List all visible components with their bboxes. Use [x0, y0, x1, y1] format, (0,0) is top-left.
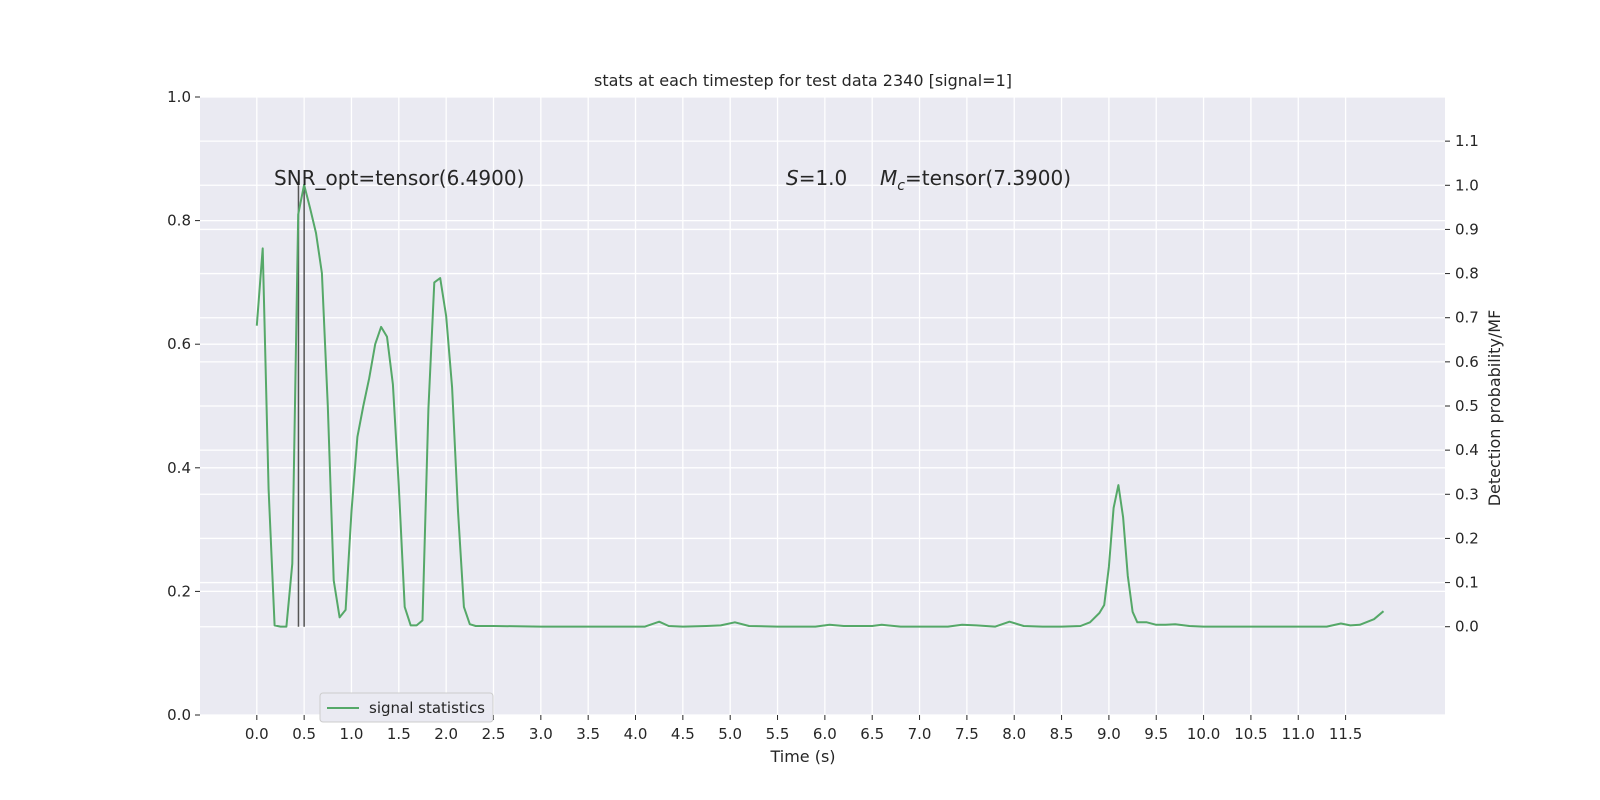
- x-axis-label: Time (s): [769, 747, 835, 766]
- x-tick-label: 0.0: [245, 725, 269, 743]
- x-axis-ticks: 0.0 0.5 1.0 1.5 2.0 2.5 3.0 3.5 4.0 4.5 5.0 5.5 6.0 6…: [245, 715, 1362, 743]
- right-y-tick-label: 1.1: [1455, 132, 1479, 150]
- left-y-tick-label: 1.0: [167, 88, 191, 106]
- marker-vertical-lines: [297, 185, 305, 627]
- x-tick-label: 5.0: [718, 725, 742, 743]
- x-tick-label: 7.5: [955, 725, 979, 743]
- right-y-tick-label: 0.7: [1455, 309, 1479, 327]
- legend: signal statistics: [319, 692, 494, 723]
- x-tick-label: 9.5: [1144, 725, 1168, 743]
- snr-annotation: SNR_opt=tensor(6.4900): [274, 166, 524, 190]
- right-y-tick-label: 0.6: [1455, 353, 1479, 371]
- x-tick-label: 8.5: [1050, 725, 1074, 743]
- left-y-axis-ticks: 0.0 0.2 0.4 0.6 0.8 1.0: [167, 88, 200, 724]
- legend-label: signal statistics: [369, 699, 485, 717]
- right-y-tick-label: 0.3: [1455, 485, 1479, 503]
- chirp-mass-annotation: Mc=tensor(7.3900): [880, 166, 1071, 194]
- x-tick-label: 7.0: [908, 725, 932, 743]
- x-tick-label: 8.0: [1002, 725, 1026, 743]
- series-layer: [255, 183, 1385, 628]
- x-tick-label: 6.0: [813, 725, 837, 743]
- x-tick-label: 4.5: [671, 725, 695, 743]
- right-y-tick-label: 0.5: [1455, 397, 1479, 415]
- left-y-tick-label: 0.8: [167, 212, 191, 230]
- left-y-tick-label: 0.2: [167, 582, 191, 600]
- grid-lines: [200, 96, 1445, 716]
- right-y-axis-ticks: 0.0 0.1 0.2 0.3 0.4 0.5 0.6 0.7 0.8 0.9 1.0 1.1: [1445, 132, 1479, 636]
- right-y-tick-label: 0.4: [1455, 441, 1479, 459]
- x-tick-label: 1.5: [387, 725, 411, 743]
- x-tick-label: 3.5: [576, 725, 600, 743]
- x-tick-label: 10.5: [1234, 725, 1267, 743]
- x-tick-label: 4.0: [624, 725, 648, 743]
- right-y-tick-label: 0.2: [1455, 529, 1479, 547]
- x-tick-label: 0.5: [292, 725, 316, 743]
- right-y-tick-label: 0.8: [1455, 265, 1479, 283]
- right-y-tick-label: 0.9: [1455, 220, 1479, 238]
- x-tick-label: 2.0: [434, 725, 458, 743]
- x-tick-label: 3.0: [529, 725, 553, 743]
- x-tick-label: 5.5: [766, 725, 790, 743]
- right-y-tick-label: 0.0: [1455, 618, 1479, 636]
- left-y-tick-label: 0.0: [167, 706, 191, 724]
- spin-annotation: S=1.0: [786, 166, 847, 190]
- series-line-signal-statistics: [255, 183, 1385, 628]
- right-y-axis-label: Detection probability/MF: [1485, 310, 1504, 507]
- x-tick-label: 10.0: [1187, 725, 1220, 743]
- legend-box: [319, 692, 494, 723]
- left-y-tick-label: 0.6: [167, 335, 191, 353]
- x-tick-label: 2.5: [482, 725, 506, 743]
- chart-title: stats at each timestep for test data 234…: [594, 71, 1012, 90]
- right-y-tick-label: 1.0: [1455, 176, 1479, 194]
- right-y-tick-label: 0.1: [1455, 574, 1479, 592]
- left-y-tick-label: 0.4: [167, 459, 191, 477]
- x-tick-label: 11.0: [1282, 725, 1315, 743]
- x-tick-label: 1.0: [340, 725, 364, 743]
- x-tick-label: 11.5: [1329, 725, 1362, 743]
- x-tick-label: 9.0: [1097, 725, 1121, 743]
- x-tick-label: 6.5: [860, 725, 884, 743]
